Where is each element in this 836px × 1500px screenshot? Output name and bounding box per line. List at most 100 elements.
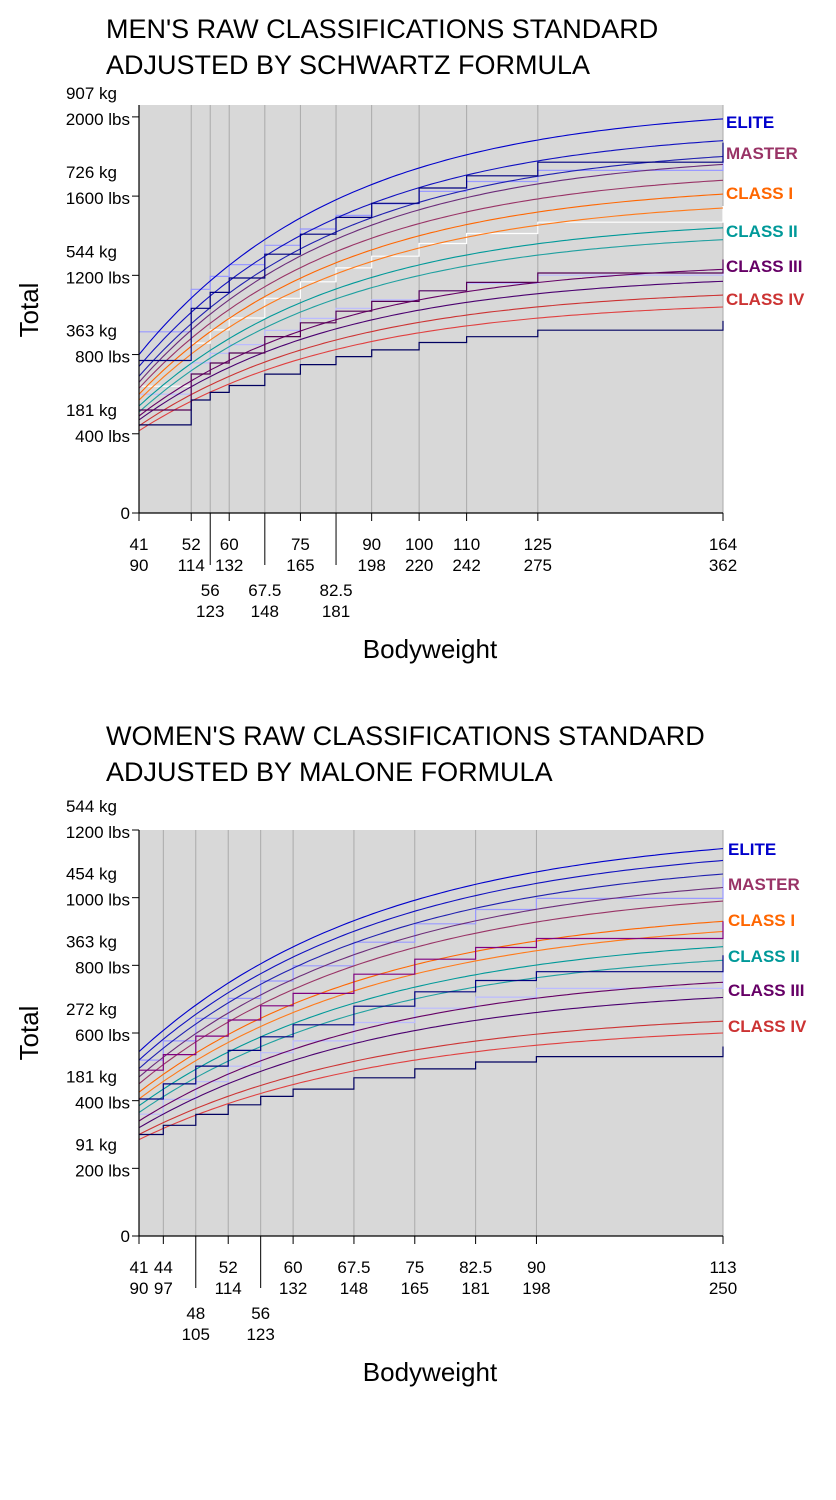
x-tick-label-lbs: 90	[130, 1279, 149, 1298]
x-axis-label: Bodyweight	[363, 1357, 498, 1387]
x-tick-label-kg: 41	[130, 1258, 149, 1277]
x-tick-label-lbs: 123	[246, 1325, 274, 1344]
y-tick-label-kg: 544 kg	[66, 242, 117, 261]
y-tick-label-lbs: 1200 lbs	[66, 268, 130, 287]
x-tick-label-lbs: 165	[286, 556, 314, 575]
x-tick-label-kg: 48	[186, 1304, 205, 1323]
x-tick-label-lbs: 181	[322, 602, 350, 621]
step-series-line	[139, 1046, 724, 1136]
y-tick-label-lbs: 1000 lbs	[66, 891, 130, 910]
x-tick-label-lbs: 114	[178, 556, 205, 575]
y-tick-label-kg: 181 kg	[66, 401, 117, 420]
y-tick-label-lbs: 1600 lbs	[66, 189, 130, 208]
class-label: CLASS I	[728, 911, 795, 930]
x-tick-label-lbs: 198	[522, 1279, 550, 1298]
y-tick-label-kg: 454 kg	[66, 865, 117, 884]
class-label: ELITE	[728, 840, 776, 859]
class-label: MASTER	[726, 144, 798, 163]
y-tick-label-lbs: 400 lbs	[75, 1094, 130, 1113]
y-tick-label-kg: 272 kg	[66, 1000, 117, 1019]
class-curve-line	[138, 900, 724, 1085]
class-label: CLASS II	[728, 947, 800, 966]
x-tick-label-kg: 75	[405, 1258, 424, 1277]
x-tick-label-kg: 164	[709, 535, 737, 554]
ghost-series-line	[139, 972, 724, 1115]
chart-title-line-2: ADJUSTED BY SCHWARTZ FORMULA	[106, 50, 590, 80]
class-curve-line	[138, 873, 724, 1069]
x-tick-label-kg: 67.5	[248, 581, 281, 600]
y-axis-label: Total	[14, 1006, 44, 1061]
x-tick-label-kg: 90	[362, 535, 381, 554]
class-curve-line	[138, 239, 724, 413]
class-curve-line	[138, 193, 724, 395]
x-tick-label-lbs: 181	[461, 1279, 489, 1298]
x-tick-label-kg: 52	[182, 535, 201, 554]
class-curve-line	[138, 920, 724, 1093]
class-curve-line	[138, 886, 724, 1078]
x-tick-label-lbs: 123	[196, 602, 224, 621]
x-tick-label-lbs: 362	[709, 556, 737, 575]
y-tick-label-kg: 726 kg	[66, 163, 117, 182]
class-curve-line	[138, 946, 724, 1107]
class-curve-line	[138, 859, 724, 1061]
x-tick-label-kg: 44	[154, 1258, 173, 1277]
x-tick-label-lbs: 250	[709, 1279, 737, 1298]
x-tick-label-kg: 60	[220, 535, 239, 554]
class-curve-line	[138, 306, 724, 432]
class-curve-line	[138, 155, 724, 377]
x-tick-label-kg: 56	[251, 1304, 270, 1323]
y-tick-label-kg: 91 kg	[75, 1135, 117, 1154]
y-tick-label-lbs: 0	[121, 504, 130, 523]
x-tick-label-kg: 60	[284, 1258, 303, 1277]
step-series-line	[139, 259, 724, 411]
y-tick-label-kg: 907 kg	[66, 84, 117, 103]
x-tick-label-lbs: 220	[405, 556, 433, 575]
class-curve-line	[138, 140, 724, 367]
class-label: CLASS IV	[726, 290, 805, 309]
x-tick-label-kg: 82.5	[459, 1258, 492, 1277]
class-label: CLASS II	[726, 222, 798, 241]
x-tick-label-kg: 90	[527, 1258, 546, 1277]
class-curve-line	[138, 996, 724, 1129]
class-label: MASTER	[728, 875, 800, 894]
x-tick-label-lbs: 148	[251, 602, 279, 621]
x-tick-label-kg: 52	[219, 1258, 238, 1277]
x-tick-label-lbs: 242	[452, 556, 480, 575]
y-tick-label-lbs: 400 lbs	[75, 427, 130, 446]
x-tick-label-lbs: 148	[340, 1279, 368, 1298]
class-curve-line	[138, 207, 724, 401]
x-tick-label-lbs: 105	[182, 1325, 210, 1344]
y-tick-label-lbs: 800 lbs	[75, 348, 130, 367]
step-series-line	[139, 142, 724, 362]
y-tick-label-kg: 363 kg	[66, 322, 117, 341]
y-tick-label-lbs: 800 lbs	[75, 958, 130, 977]
x-tick-label-lbs: 165	[401, 1279, 429, 1298]
x-tick-label-kg: 75	[291, 535, 310, 554]
class-curve-line	[138, 959, 724, 1113]
x-tick-label-lbs: 198	[357, 556, 385, 575]
class-label: CLASS IV	[728, 1017, 807, 1036]
x-tick-label-kg: 41	[130, 535, 149, 554]
x-tick-label-lbs: 114	[215, 1279, 242, 1298]
x-tick-label-lbs: 132	[279, 1279, 307, 1298]
x-tick-label-kg: 56	[201, 581, 220, 600]
class-curve-line	[138, 848, 724, 1053]
chart-title-line-1: WOMEN'S RAW CLASSIFICATIONS STANDARD	[106, 721, 705, 751]
class-curve-line	[138, 179, 724, 389]
women-chart: WOMEN'S RAW CLASSIFICATIONS STANDARD ADJ…	[14, 721, 807, 1387]
x-tick-label-lbs: 90	[130, 556, 149, 575]
class-label: CLASS I	[726, 184, 793, 203]
y-tick-label-lbs: 200 lbs	[75, 1161, 130, 1180]
class-curve-line	[138, 118, 724, 355]
plot-area	[139, 105, 723, 513]
step-series-line	[139, 921, 724, 1071]
class-curve-line	[138, 1020, 724, 1135]
ghost-series-line	[139, 206, 724, 387]
x-tick-label-kg: 100	[405, 535, 433, 554]
plot-area	[139, 830, 723, 1236]
chart-title-line-2: ADJUSTED BY MALONE FORMULA	[106, 757, 553, 787]
x-tick-label-lbs: 132	[215, 556, 243, 575]
class-curve-line	[138, 268, 724, 417]
class-curve-line	[138, 930, 724, 1100]
class-curve-line	[138, 227, 724, 407]
